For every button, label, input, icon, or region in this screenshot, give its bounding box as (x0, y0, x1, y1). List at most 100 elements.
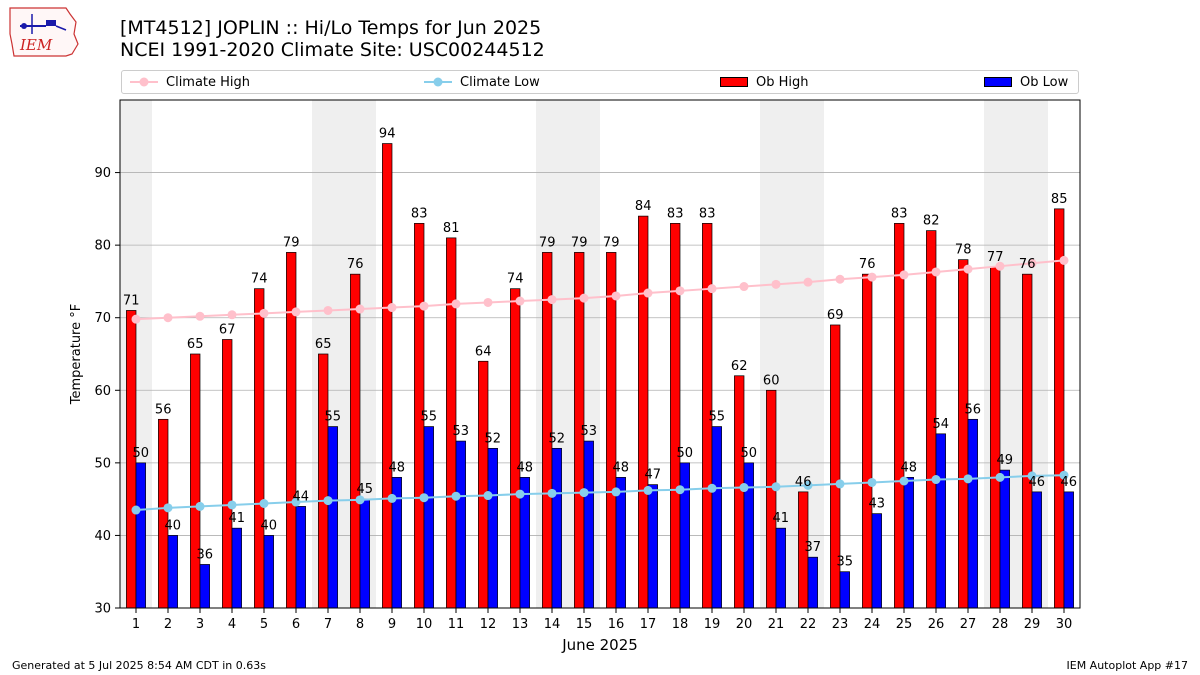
ob-high-label-26: 82 (923, 214, 940, 229)
climate-low-point-24 (867, 477, 877, 487)
ob-low-bar-6 (295, 506, 306, 609)
climate-low-point-23 (835, 479, 845, 489)
climate-high-point-10 (419, 301, 429, 311)
ob-high-bar-7 (318, 353, 329, 609)
y-tick-label-70: 70 (94, 311, 111, 326)
ob-high-label-2: 56 (155, 402, 172, 417)
ob-high-label-12: 64 (475, 344, 492, 359)
ob-low-bar-27 (967, 418, 978, 609)
ob-high-label-17: 84 (635, 199, 652, 214)
ob-low-bar-10 (423, 426, 434, 609)
climate-low-point-19 (707, 483, 717, 493)
app-credit: IEM Autoplot App #17 (1066, 659, 1189, 672)
ob-high-label-22: 46 (795, 475, 812, 490)
climate-high-point-22 (803, 277, 813, 287)
ob-high-label-9: 94 (379, 127, 396, 142)
x-tick-label-27: 27 (960, 617, 977, 632)
climate-low-point-13 (515, 489, 525, 499)
climate-high-point-25 (899, 270, 909, 280)
ob-low-label-28: 49 (997, 453, 1014, 468)
ob-high-bar-11 (446, 237, 457, 609)
ob-low-label-30: 46 (1061, 475, 1078, 490)
chart-title: [MT4512] JOPLIN :: Hi/Lo Temps for Jun 2… (120, 17, 545, 61)
climate-low-point-14 (547, 488, 557, 498)
climate-low-point-28 (995, 472, 1005, 482)
ob-low-bar-18 (679, 462, 690, 609)
ob-high-bar-16 (606, 252, 617, 609)
ob-high-label-15: 79 (571, 235, 588, 250)
ob-high-bar-8 (350, 273, 361, 609)
x-tick-label-21: 21 (768, 617, 785, 632)
ob-low-swatch (984, 77, 1012, 87)
ob-high-label-10: 83 (411, 206, 428, 221)
ob-high-label-19: 83 (699, 206, 716, 221)
ob-high-bar-28 (990, 266, 1001, 609)
climate-high-point-26 (931, 267, 941, 277)
climate-low-point-3 (195, 501, 205, 511)
legend-item-climate-high: Climate High (130, 71, 250, 93)
iem-logo: IEM (9, 7, 79, 57)
ob-low-label-7: 55 (325, 410, 342, 425)
climate-high-point-15 (579, 293, 589, 303)
ob-low-bar-14 (551, 447, 562, 609)
ob-high-bar-14 (542, 252, 553, 609)
climate-high-point-11 (451, 299, 461, 309)
x-tick-label-18: 18 (672, 617, 689, 632)
x-tick-label-26: 26 (928, 617, 945, 632)
ob-high-label-23: 69 (827, 308, 844, 323)
ob-low-label-24: 43 (869, 497, 886, 512)
climate-high-point-7 (323, 305, 333, 315)
y-axis-label: Temperature °F (69, 304, 84, 405)
ob-high-label-6: 79 (283, 235, 300, 250)
climate-high-point-14 (547, 295, 557, 305)
ob-high-label-4: 67 (219, 322, 236, 337)
ob-high-bar-6 (286, 252, 297, 609)
climate-high-line (135, 259, 1065, 321)
ob-low-label-22: 37 (805, 540, 822, 555)
ob-high-bar-17 (638, 215, 649, 609)
legend-item-ob-high: Ob High (720, 71, 809, 93)
ob-low-label-4: 41 (229, 511, 246, 526)
x-tick-label-19: 19 (704, 617, 721, 632)
legend-label: Ob Low (1020, 74, 1069, 90)
ob-high-label-14: 79 (539, 235, 556, 250)
ob-low-label-1: 50 (133, 446, 150, 461)
ob-high-label-8: 76 (347, 257, 364, 272)
ob-high-bar-13 (510, 288, 521, 609)
ob-low-label-6: 44 (293, 489, 310, 504)
climate-high-point-18 (675, 286, 685, 296)
climate-low-point-2 (163, 503, 173, 513)
ob-low-bar-25 (903, 477, 914, 609)
climate-low-point-15 (579, 488, 589, 498)
climate-high-point-28 (995, 261, 1005, 271)
climate-low-point-30 (1059, 470, 1069, 480)
climate-high-point-1 (131, 314, 141, 324)
climate-low-point-29 (1027, 471, 1037, 481)
climate-low-line (135, 474, 1065, 512)
climate-low-point-11 (451, 491, 461, 501)
climate-low-point-1 (131, 505, 141, 515)
ob-high-bar-12 (478, 360, 489, 609)
ob-low-label-8: 45 (357, 482, 374, 497)
ob-low-label-11: 53 (453, 424, 470, 439)
ob-low-label-9: 48 (389, 460, 406, 475)
ob-low-bar-12 (487, 447, 498, 609)
x-tick-label-11: 11 (448, 617, 465, 632)
x-tick-label-7: 7 (324, 617, 332, 632)
ob-low-bar-17 (647, 484, 658, 609)
ob-low-label-23: 35 (837, 555, 854, 570)
ob-low-label-20: 50 (741, 446, 758, 461)
plot-frame (119, 99, 1081, 609)
legend: Climate High Climate Low Ob High Ob Low (121, 70, 1079, 94)
ob-low-bar-22 (807, 556, 818, 609)
ob-low-label-15: 53 (581, 424, 598, 439)
ob-low-bar-3 (199, 564, 210, 609)
y-tick-label-50: 50 (94, 456, 111, 471)
ob-low-bar-4 (231, 527, 242, 609)
ob-high-label-11: 81 (443, 221, 460, 236)
ob-high-label-18: 83 (667, 206, 684, 221)
climate-high-point-8 (355, 304, 365, 314)
ob-low-bar-1 (135, 462, 146, 609)
climate-high-point-6 (291, 307, 301, 317)
